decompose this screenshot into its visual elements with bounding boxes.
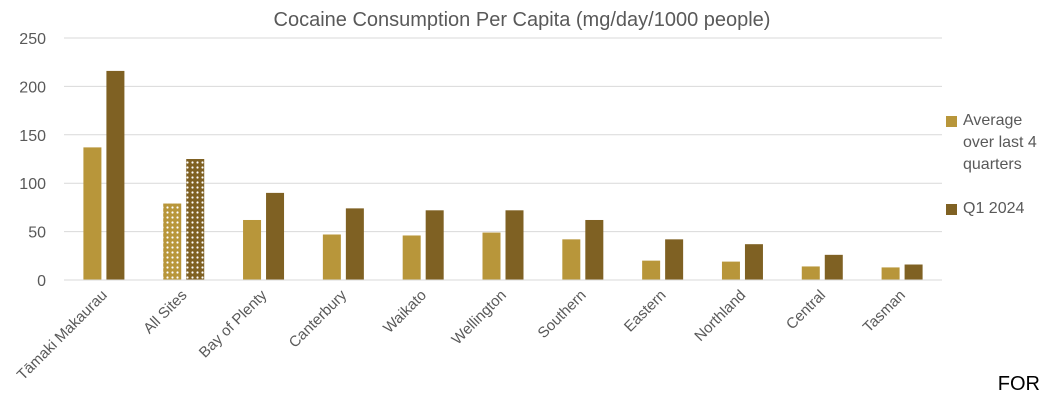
bar-average: [322, 234, 341, 280]
x-tick-label: Northland: [691, 287, 749, 345]
bar-average: [801, 266, 820, 280]
legend-swatch-average: [946, 116, 957, 127]
bar-q1-2024: [585, 219, 604, 280]
y-tick-label: 150: [19, 128, 46, 145]
bar-average: [402, 235, 421, 280]
y-tick-label: 200: [19, 79, 46, 96]
legend-item-q1-2024: Q1 2024: [946, 198, 1046, 220]
legend-swatch-q1-2024: [946, 204, 957, 215]
bar-q1-2024: [505, 210, 524, 280]
x-tick-label: Canterbury: [286, 286, 351, 351]
bar-q1-2024: [904, 264, 923, 280]
bar-q1-2024: [425, 210, 444, 280]
bar-average: [163, 203, 182, 280]
y-tick-label: 100: [19, 176, 46, 193]
corner-text: FOR: [997, 373, 1040, 395]
x-tick-label: Waikato: [380, 287, 430, 337]
bar-average: [881, 267, 900, 280]
bar-q1-2024: [665, 239, 684, 280]
y-tick-label: 50: [28, 225, 46, 242]
x-tick-label: Central: [783, 287, 829, 333]
x-tick-label: Tasman: [860, 287, 909, 336]
bar-q1-2024: [744, 244, 763, 280]
bar-q1-2024: [186, 159, 205, 280]
chart-title: Cocaine Consumption Per Capita (mg/day/1…: [274, 9, 771, 31]
bar-average: [642, 260, 661, 280]
bar-average: [243, 219, 262, 280]
y-tick-label: 0: [37, 273, 46, 290]
bar-q1-2024: [266, 192, 285, 280]
x-tick-label: Southern: [535, 287, 590, 342]
legend: Average over last 4 quarters Q1 2024: [946, 110, 1046, 242]
legend-label-average: Average over last 4 quarters: [963, 112, 1037, 173]
bar-average: [562, 239, 581, 280]
legend-label-q1-2024: Q1 2024: [963, 200, 1025, 217]
bar-average: [721, 261, 740, 280]
bar-average: [83, 147, 102, 280]
x-tick-label: All Sites: [140, 287, 190, 337]
x-tick-label: Wellington: [448, 287, 509, 348]
x-tick-label: Eastern: [621, 287, 670, 336]
x-tick-label: Bay of Plenty: [196, 286, 271, 361]
bar-average: [482, 232, 501, 280]
bar-q1-2024: [824, 254, 843, 280]
bar-q1-2024: [106, 70, 125, 280]
bar-q1-2024: [345, 208, 364, 280]
x-tick-label: Tāmaki Makaurau: [14, 287, 111, 384]
y-tick-label: 250: [19, 31, 46, 48]
legend-item-average: Average over last 4 quarters: [946, 110, 1046, 176]
